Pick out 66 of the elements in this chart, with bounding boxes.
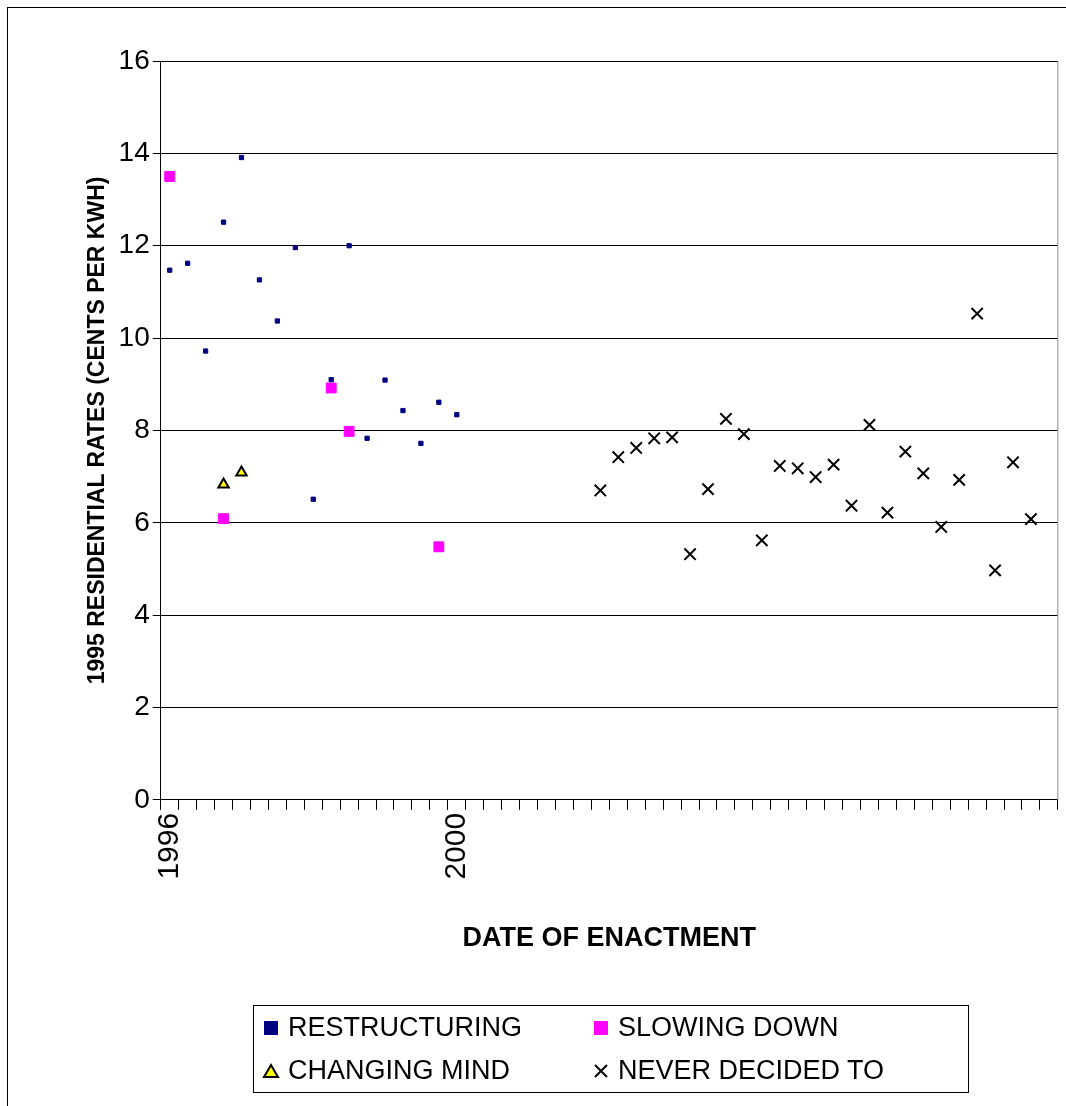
point — [988, 563, 1002, 578]
point — [808, 470, 823, 484]
point — [167, 267, 173, 273]
point — [235, 465, 248, 477]
point — [310, 496, 316, 502]
point — [1024, 512, 1038, 526]
point — [433, 541, 445, 553]
point — [916, 466, 930, 481]
y-tick-label: 8 — [134, 413, 150, 445]
point — [647, 431, 661, 445]
point — [218, 513, 229, 525]
point — [701, 482, 715, 496]
point — [880, 505, 895, 520]
point — [382, 377, 388, 383]
point — [343, 425, 355, 437]
point — [1006, 455, 1020, 469]
point — [238, 154, 245, 161]
point — [737, 427, 751, 441]
legend-label: CHANGING MIND — [288, 1055, 510, 1086]
point — [665, 430, 679, 445]
point — [274, 318, 280, 324]
point — [629, 441, 643, 455]
x-axis-title: DATE OF ENACTMENT — [462, 922, 757, 953]
point — [185, 260, 191, 266]
point — [436, 399, 442, 405]
y-tick-label: 4 — [134, 597, 150, 629]
y-axis-title: 1995 RESIDENTIAL RATES (CENTS PER KWH) — [83, 176, 110, 685]
point — [454, 412, 460, 418]
point — [328, 377, 334, 383]
legend-label: NEVER DECIDED TO — [618, 1055, 885, 1086]
point — [418, 440, 424, 446]
point — [934, 520, 948, 534]
y-tick-label: 16 — [118, 43, 150, 75]
point — [683, 547, 697, 561]
point — [844, 499, 859, 513]
x-tick-label: 2000 — [438, 812, 472, 880]
point — [898, 445, 913, 459]
y-tick-label: 0 — [134, 782, 150, 814]
point — [400, 407, 406, 414]
point — [202, 348, 209, 354]
y-tick-label: 2 — [134, 690, 150, 722]
legend-label: SLOWING DOWN — [618, 1012, 839, 1043]
y-tick-label: 6 — [134, 505, 150, 537]
point — [325, 382, 337, 394]
point — [346, 243, 352, 249]
legend-label: RESTRUCTURING — [288, 1012, 522, 1043]
point — [364, 435, 370, 441]
point — [970, 306, 984, 321]
point — [791, 461, 805, 475]
point — [164, 171, 176, 182]
y-tick-label: 12 — [118, 228, 150, 260]
point — [611, 450, 625, 464]
x-tick-label: 1996 — [150, 812, 184, 880]
y-tick-label: 10 — [118, 320, 150, 352]
point — [862, 418, 877, 432]
point — [826, 457, 841, 472]
point — [952, 473, 966, 487]
y-tick-label: 14 — [118, 136, 150, 168]
point — [217, 477, 230, 489]
point — [593, 483, 607, 498]
point — [220, 219, 227, 225]
point — [292, 244, 298, 251]
point — [256, 277, 263, 283]
point — [719, 412, 733, 426]
point — [755, 533, 769, 547]
point — [773, 459, 787, 473]
